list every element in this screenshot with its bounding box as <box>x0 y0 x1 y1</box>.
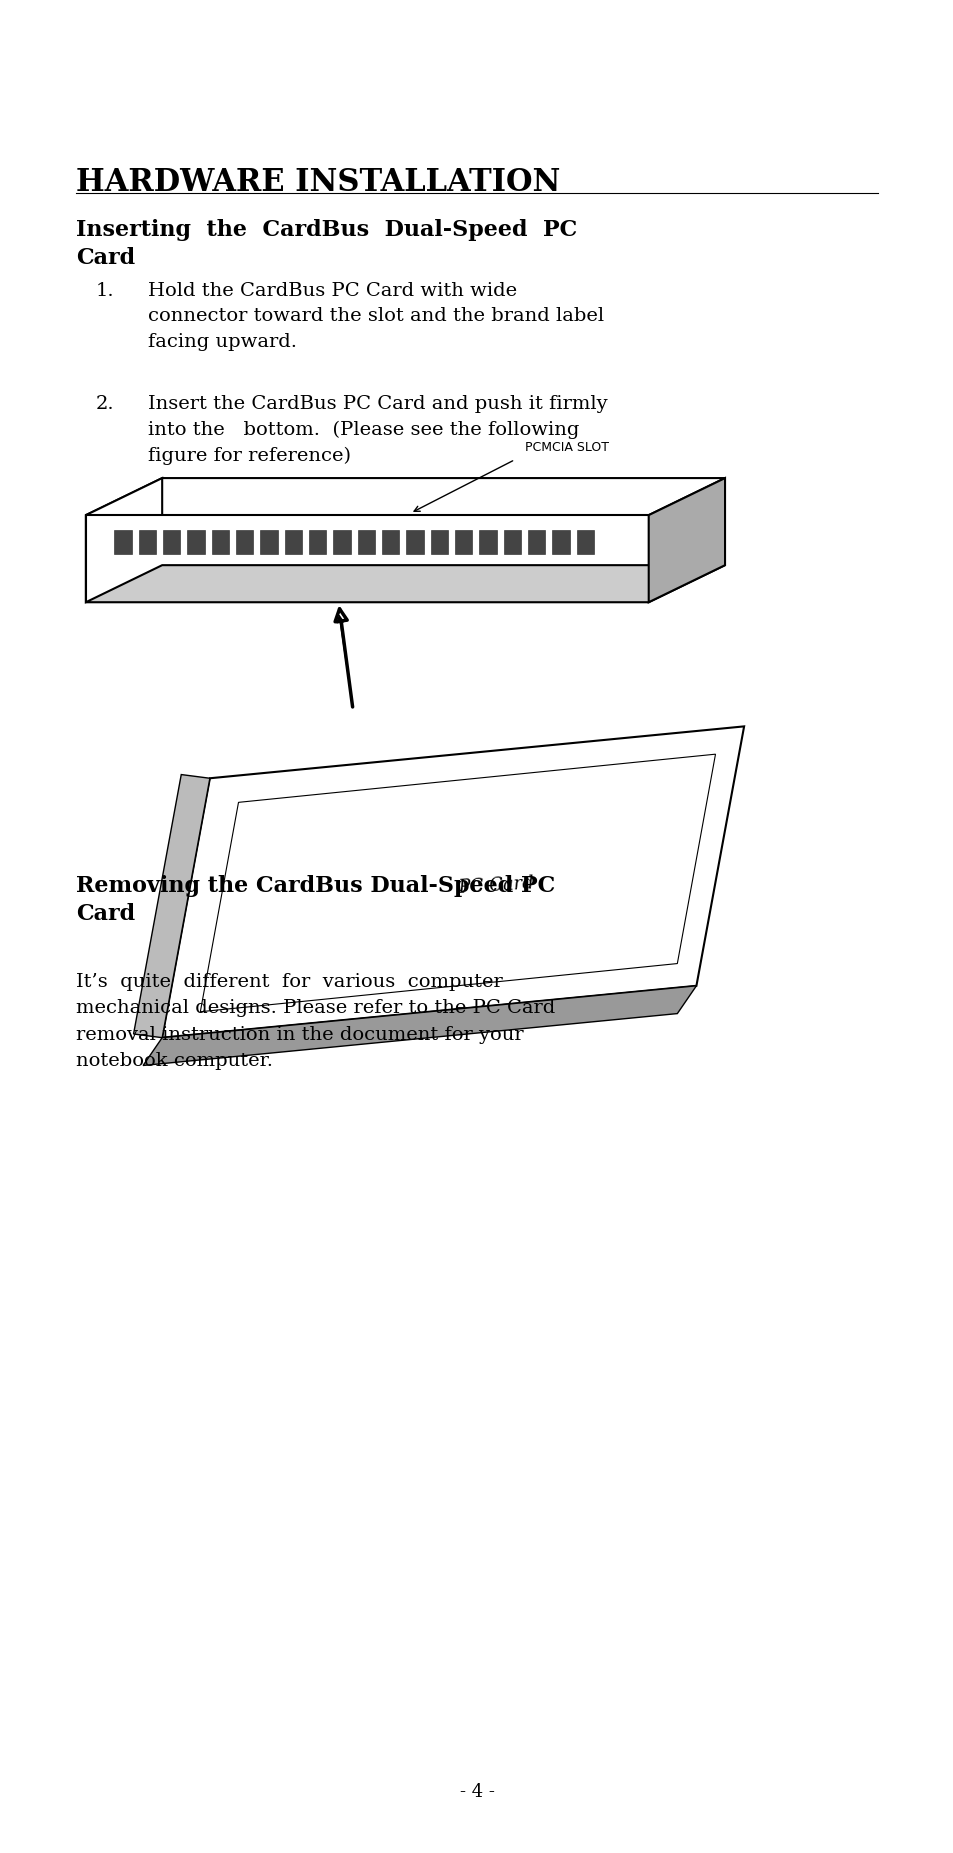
Polygon shape <box>86 478 162 602</box>
Polygon shape <box>430 530 447 554</box>
Polygon shape <box>334 530 351 554</box>
Polygon shape <box>503 530 520 554</box>
Text: It’s  quite  different  for  various  computer
mechanical designs. Please refer : It’s quite different for various compute… <box>76 973 555 1069</box>
Polygon shape <box>478 530 496 554</box>
Text: PCMCIA SLOT: PCMCIA SLOT <box>524 441 608 454</box>
Polygon shape <box>527 530 544 554</box>
Text: PC Card: PC Card <box>457 875 534 897</box>
Polygon shape <box>260 530 277 554</box>
Polygon shape <box>552 530 569 554</box>
Polygon shape <box>86 515 648 602</box>
Polygon shape <box>309 530 326 554</box>
Polygon shape <box>381 530 398 554</box>
Polygon shape <box>163 530 180 554</box>
Text: Hold the CardBus PC Card with wide
connector toward the slot and the brand label: Hold the CardBus PC Card with wide conne… <box>148 282 603 350</box>
Polygon shape <box>187 530 204 554</box>
Polygon shape <box>576 530 593 554</box>
Polygon shape <box>114 530 132 554</box>
Text: HARDWARE INSTALLATION: HARDWARE INSTALLATION <box>76 167 560 198</box>
Text: 2.: 2. <box>95 395 114 413</box>
Polygon shape <box>406 530 423 554</box>
Polygon shape <box>133 775 210 1038</box>
Polygon shape <box>143 986 696 1065</box>
Polygon shape <box>357 530 375 554</box>
Polygon shape <box>284 530 301 554</box>
Polygon shape <box>139 530 155 554</box>
Text: 1.: 1. <box>95 282 114 300</box>
Text: - 4 -: - 4 - <box>459 1783 494 1801</box>
Polygon shape <box>212 530 229 554</box>
Polygon shape <box>162 726 743 1038</box>
Text: Removing the CardBus Dual-Speed PC
Card: Removing the CardBus Dual-Speed PC Card <box>76 875 555 925</box>
Text: Insert the CardBus PC Card and push it firmly
into the   bottom.  (Please see th: Insert the CardBus PC Card and push it f… <box>148 395 607 465</box>
Polygon shape <box>86 478 724 515</box>
Polygon shape <box>86 565 724 602</box>
Polygon shape <box>648 478 724 602</box>
Polygon shape <box>455 530 472 554</box>
Text: Inserting  the  CardBus  Dual-Speed  PC
Card: Inserting the CardBus Dual-Speed PC Card <box>76 219 577 269</box>
Polygon shape <box>236 530 253 554</box>
